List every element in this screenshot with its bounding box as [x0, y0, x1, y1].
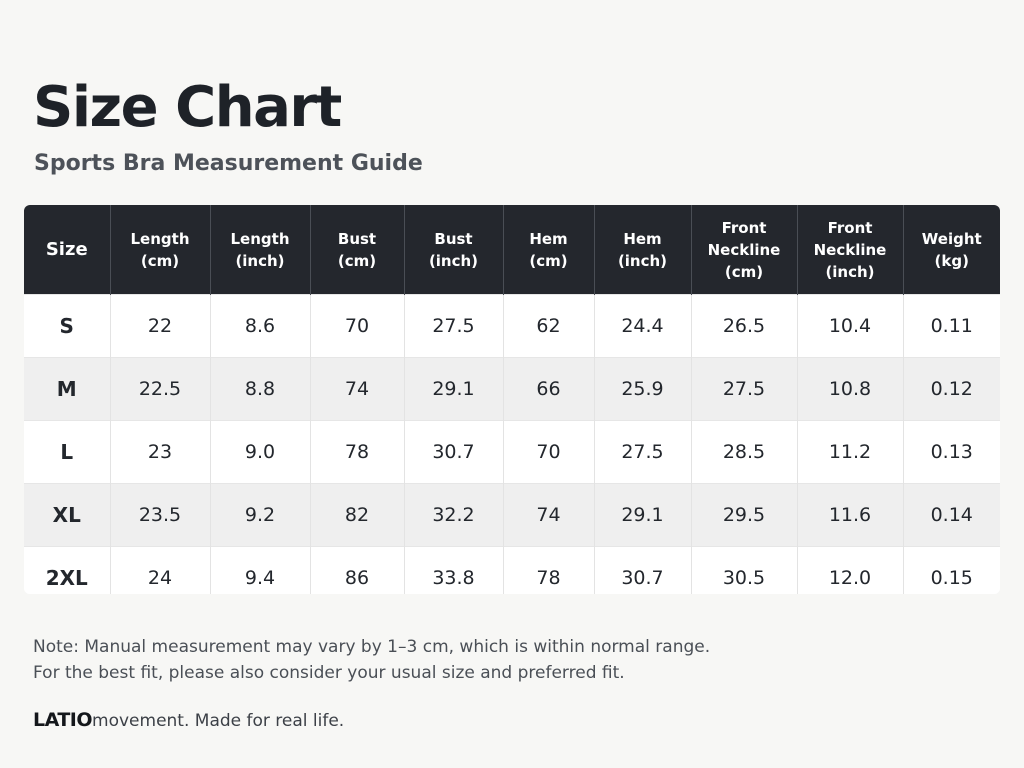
- table-body: S 22 8.6 70 27.5 62 24.4 26.5 10.4 0.11 M 22.5 8.8 74…: [24, 294, 1000, 594]
- column-header-text: (cm): [724, 262, 764, 281]
- note-line-2: For the best fit, please also consider y…: [33, 663, 625, 683]
- measurement-cell: 8.8: [209, 357, 310, 421]
- column-header-text: Weight: [921, 229, 982, 248]
- column-header-text: (cm): [140, 251, 180, 270]
- measurement-cell: 30.7: [593, 546, 691, 594]
- column-header-text: Hem: [529, 229, 568, 248]
- measurement-cell: 29.1: [403, 357, 503, 421]
- note-line-1: Note: Manual measurement may vary by 1–3…: [33, 637, 711, 657]
- measurement-cell: 74: [309, 357, 404, 421]
- column-header-text: Bust: [337, 229, 377, 248]
- table-row: S 22 8.6 70 27.5 62 24.4 26.5 10.4 0.11: [24, 294, 1000, 358]
- measurement-cell: 27.5: [593, 420, 691, 484]
- size-label-cell: 2XL: [24, 546, 110, 594]
- measurement-cell: 10.4: [796, 294, 903, 358]
- table-header: Size Length (cm) Length (inch) Bust (cm) Bust (i…: [24, 205, 1000, 295]
- size-table-container: Size Length (cm) Length (inch) Bust (cm) Bust (i…: [24, 205, 1000, 594]
- measurement-cell: 23: [109, 420, 210, 484]
- table-row: 2XL 24 9.4 86 33.8 78 30.7 30.5 12.0 0.15: [24, 546, 1000, 594]
- column-header: Front Neckline (inch): [796, 205, 903, 295]
- column-header-text: Bust: [434, 229, 473, 248]
- measurement-cell: 9.4: [209, 546, 310, 594]
- column-header: Front Neckline (cm): [690, 205, 797, 295]
- measurement-cell: 0.11: [902, 294, 1000, 358]
- measurement-cell: 29.5: [690, 483, 797, 547]
- column-header-text: Front: [827, 218, 873, 237]
- brand-tagline: movement. Made for real life.: [92, 711, 345, 731]
- measurement-cell: 32.2: [403, 483, 503, 547]
- measurement-cell: 10.8: [796, 357, 903, 421]
- size-label-cell: M: [24, 357, 110, 421]
- measurement-cell: 82: [309, 483, 404, 547]
- measurement-cell: 27.5: [690, 357, 797, 421]
- column-header-text: (kg): [934, 251, 969, 270]
- column-header-text: Front: [721, 218, 767, 237]
- column-header: Length (cm): [109, 205, 210, 295]
- measurement-cell: 26.5: [690, 294, 797, 358]
- column-header: Length (inch): [209, 205, 310, 295]
- column-header-text: (inch): [617, 251, 668, 270]
- column-header: Size: [24, 205, 110, 295]
- size-label-cell: L: [24, 420, 110, 484]
- measurement-cell: 0.12: [902, 357, 1000, 421]
- measurement-cell: 24: [109, 546, 210, 594]
- measurement-cell: 78: [309, 420, 404, 484]
- measurement-cell: 12.0: [796, 546, 903, 594]
- measurement-cell: 0.15: [902, 546, 1000, 594]
- measurement-cell: 24.4: [593, 294, 691, 358]
- measurement-cell: 9.2: [209, 483, 310, 547]
- measurement-note: Note: Manual measurement may vary by 1–3…: [33, 634, 710, 686]
- table-row: M 22.5 8.8 74 29.1 66 25.9 27.5 10.8 0.12: [24, 357, 1000, 421]
- column-header-text: (cm): [337, 251, 377, 270]
- measurement-cell: 78: [502, 546, 594, 594]
- column-header: Hem (cm): [502, 205, 594, 295]
- measurement-cell: 22.5: [109, 357, 210, 421]
- column-header-text: (inch): [825, 262, 875, 281]
- measurement-cell: 70: [502, 420, 594, 484]
- measurement-cell: 86: [309, 546, 404, 594]
- size-table: Size Length (cm) Length (inch) Bust (cm) Bust (i…: [24, 205, 1000, 594]
- column-header-text: (inch): [428, 251, 479, 270]
- measurement-cell: 11.6: [796, 483, 903, 547]
- column-header-text: Neckline: [707, 240, 781, 259]
- measurement-cell: 66: [502, 357, 594, 421]
- measurement-cell: 70: [309, 294, 404, 358]
- measurement-cell: 0.14: [902, 483, 1000, 547]
- footer-brand-line: LATIOmovement. Made for real life.: [33, 707, 344, 734]
- measurement-cell: 9.0: [209, 420, 310, 484]
- column-header: Bust (inch): [403, 205, 503, 295]
- measurement-cell: 30.5: [690, 546, 797, 594]
- header-row: Size Length (cm) Length (inch) Bust (cm) Bust (i…: [24, 205, 1000, 295]
- measurement-cell: 0.13: [902, 420, 1000, 484]
- size-label-cell: S: [24, 294, 110, 358]
- measurement-cell: 29.1: [593, 483, 691, 547]
- column-header-text: Length: [230, 229, 290, 248]
- measurement-cell: 33.8: [403, 546, 503, 594]
- column-header-text: Neckline: [813, 240, 887, 259]
- measurement-cell: 25.9: [593, 357, 691, 421]
- measurement-cell: 11.2: [796, 420, 903, 484]
- page-title: Size Chart: [33, 75, 342, 140]
- column-header-text: Size: [45, 238, 88, 260]
- brand-logo: LATIO: [33, 709, 93, 731]
- column-header: Weight (kg): [902, 205, 1000, 295]
- column-header-text: (inch): [235, 251, 285, 270]
- column-header-text: Hem: [623, 229, 662, 248]
- measurement-cell: 74: [502, 483, 594, 547]
- table-row: L 23 9.0 78 30.7 70 27.5 28.5 11.2 0.13: [24, 420, 1000, 484]
- measurement-cell: 30.7: [403, 420, 503, 484]
- measurement-cell: 28.5: [690, 420, 797, 484]
- table-row: XL 23.5 9.2 82 32.2 74 29.1 29.5 11.6 0.14: [24, 483, 1000, 547]
- measurement-cell: 22: [109, 294, 210, 358]
- measurement-cell: 62: [502, 294, 594, 358]
- measurement-cell: 27.5: [403, 294, 503, 358]
- measurement-cell: 8.6: [209, 294, 310, 358]
- page-subtitle: Sports Bra Measurement Guide: [34, 151, 423, 176]
- size-label-cell: XL: [24, 483, 110, 547]
- measurement-cell: 23.5: [109, 483, 210, 547]
- column-header: Hem (inch): [593, 205, 691, 295]
- column-header-text: (cm): [529, 251, 568, 270]
- column-header-text: Length: [130, 229, 190, 248]
- column-header: Bust (cm): [309, 205, 404, 295]
